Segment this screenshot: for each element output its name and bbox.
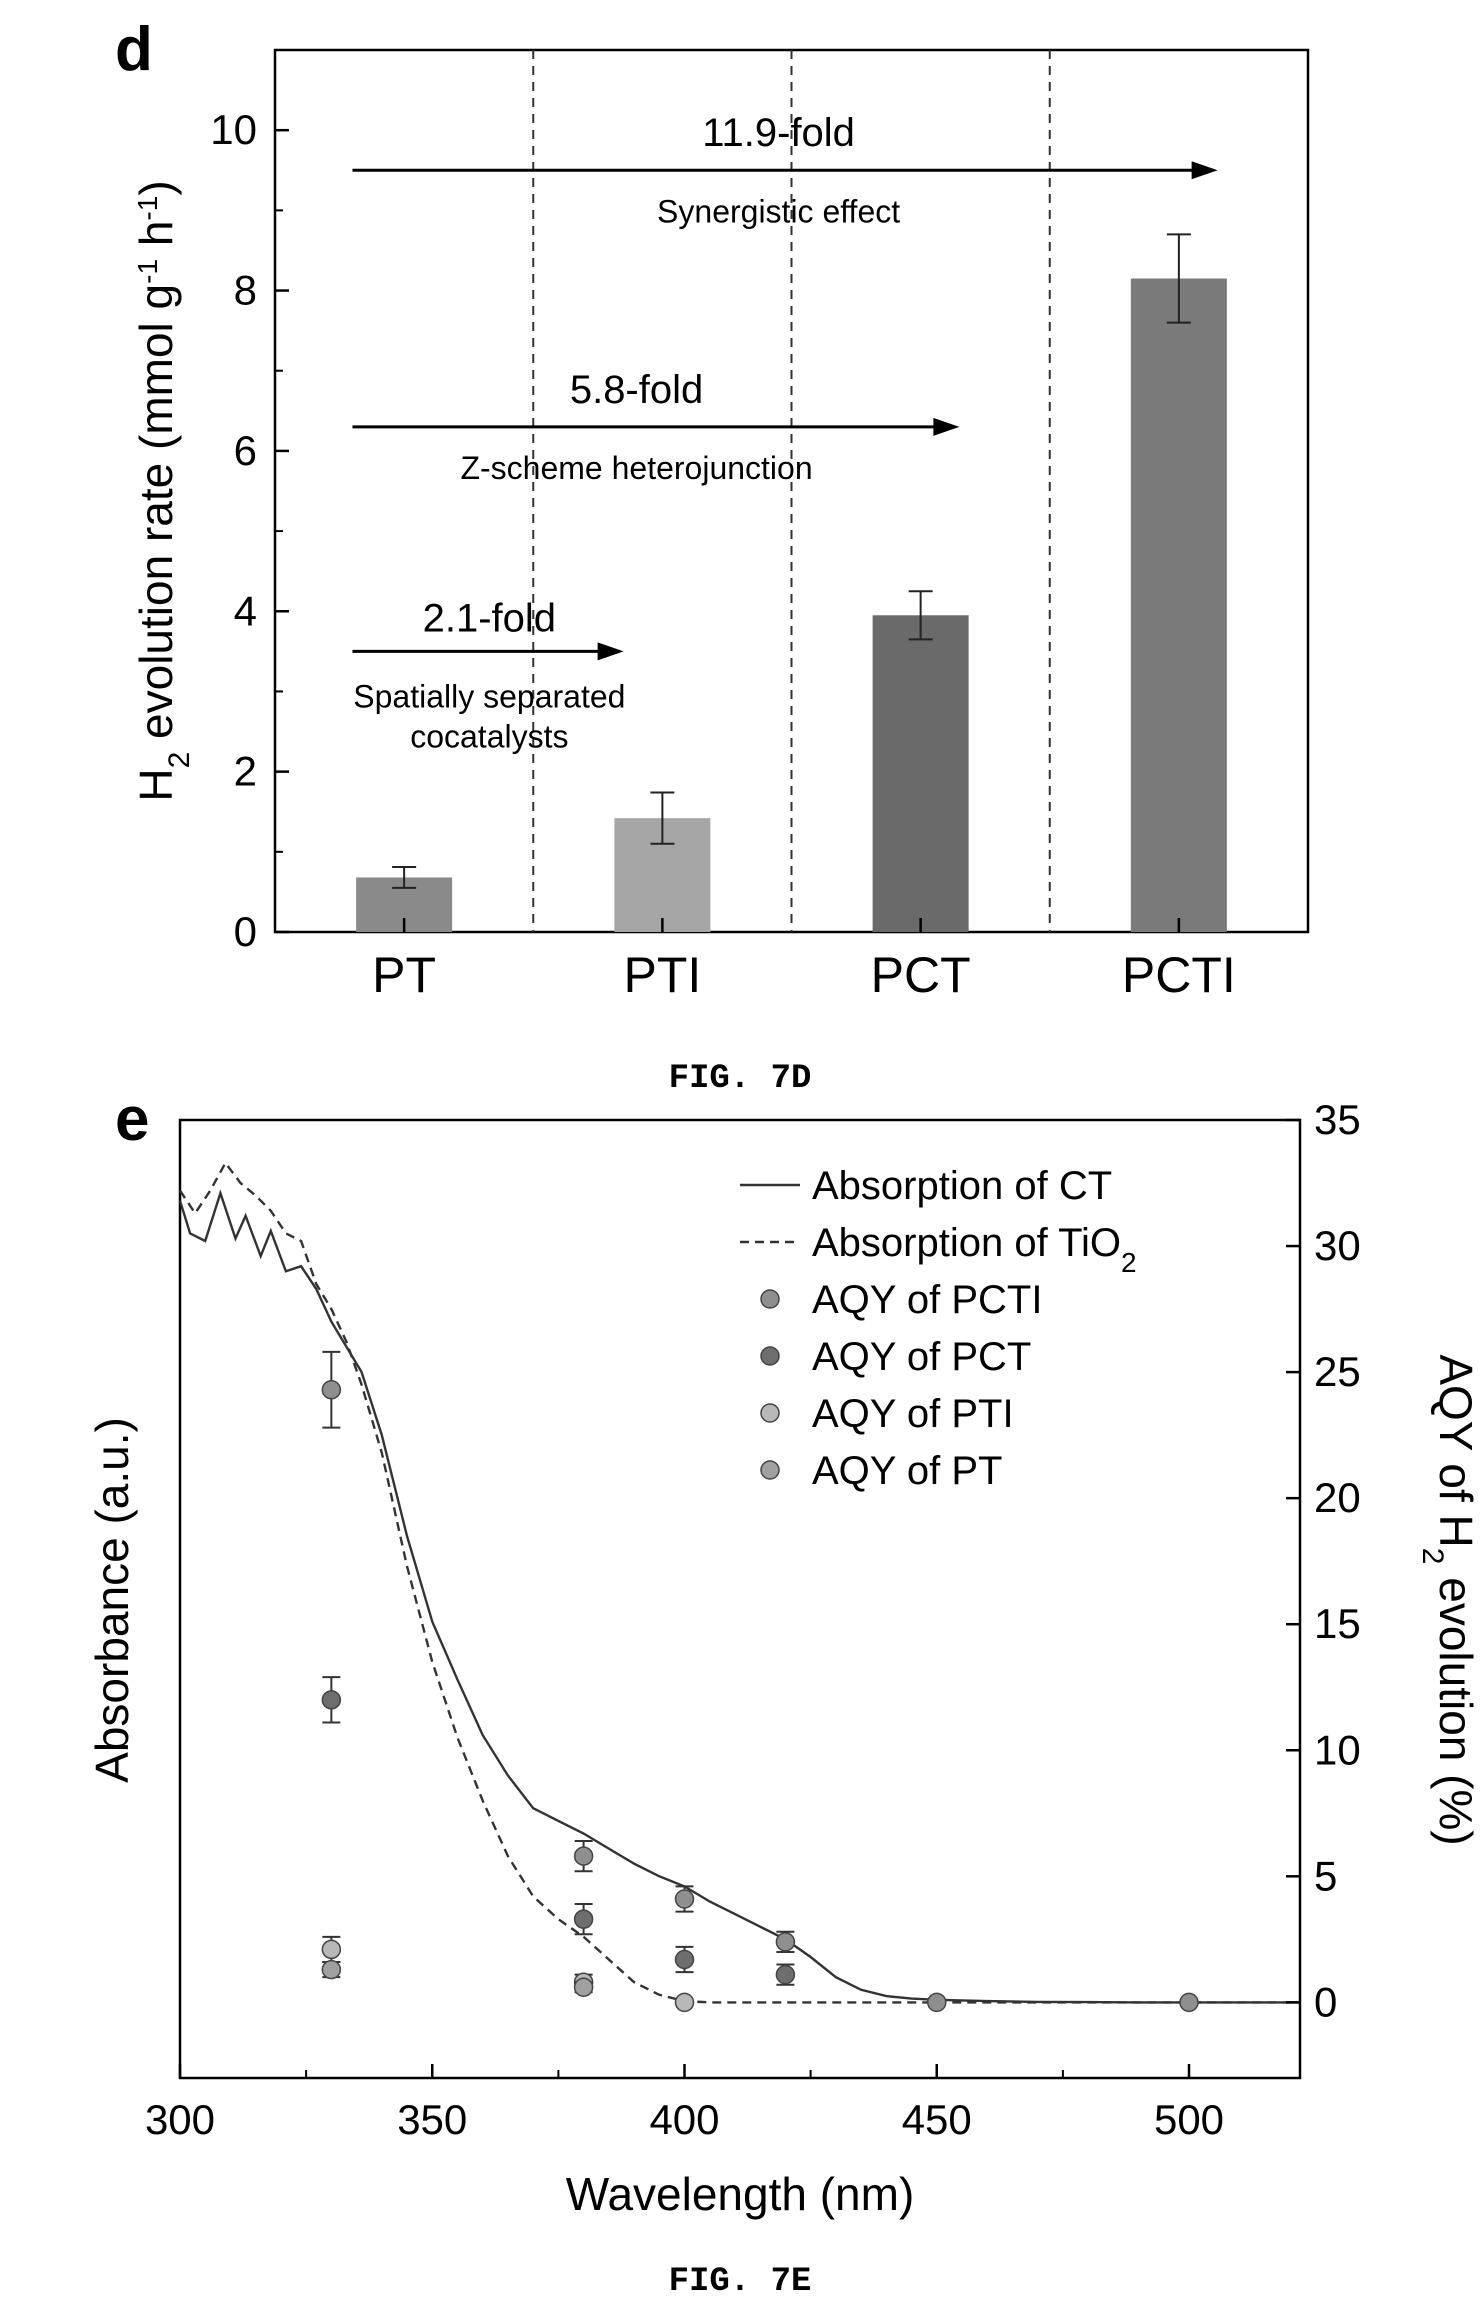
legend-marker-3 [760,1346,780,1366]
y-tick-label-d: 10 [210,106,257,153]
y-tick-label-e: 35 [1314,1096,1361,1143]
error-bar-pti [650,791,675,845]
legend-entry-3: AQY of PCT [760,1335,1031,1379]
aqy-point-series-2 [573,1840,594,1873]
aqy-point-series-3 [674,1945,695,1974]
y-tick-label-e: 30 [1314,1222,1361,1269]
y-tick-label-d: 0 [234,908,257,955]
y-tick-label-d: 4 [234,587,257,634]
y-tick-label-e: 25 [1314,1348,1361,1395]
absorption-tio2-line [179,1160,1300,2004]
y-tick-label-e: 15 [1314,1600,1361,1647]
x-tick-label-e: 300 [145,2096,215,2143]
x-tick-label-e: 400 [649,2096,719,2143]
y-tick-label-d: 8 [234,267,257,314]
legend-marker-4 [760,1403,780,1423]
annotation-arrow-head [597,642,624,661]
legend-label-1: Absorption of TiO2 [812,1221,1137,1278]
plot-frame-e [178,1118,1302,2080]
legend-label-5: AQY of PT [812,1449,1002,1493]
annotation-fold: 11.9-fold [702,111,855,155]
bar-pct [872,615,969,932]
legend-entry-5: AQY of PT [760,1449,1002,1493]
aqy-point-series-4 [321,1935,342,1964]
legend-entry-4: AQY of PTI [760,1392,1014,1436]
aqy-point-series-4 [674,1992,695,2013]
aqy-point-series-3 [775,1963,796,1986]
panel-label-e: e [115,1085,149,1154]
x-tick-label-e: 450 [902,2096,972,2143]
aqy-point-series-3 [573,1903,594,1936]
legend-entry-1: Absorption of TiO2 [740,1221,1137,1278]
annotation-1: 2.1-fold Spatially separated cocatalysts [352,596,625,754]
legend-entry-0: Absorption of CT [740,1164,1112,1208]
aqy-point-series-2 [321,1350,342,1429]
bar-pcti [1130,278,1227,932]
annotation-2: 5.8-fold Z-scheme heterojunction [352,368,960,486]
x-tick-label-e: 500 [1154,2096,1224,2143]
aqy-point-series-2 [927,1992,947,2013]
aqy-point-series-2 [775,1930,796,1953]
absorption-ct-line [178,1189,1300,2004]
legend-marker-2 [760,1289,780,1309]
y-axis-title-left-e: Absorbance (a.u.) [86,1417,138,1783]
category-label-pti: PTI [623,947,701,1003]
annotation-label: Z-scheme heterojunction [460,450,812,486]
error-bar-pt [392,866,417,889]
y-tick-label-e: 5 [1314,1852,1337,1899]
panel-label-d: d [115,15,153,84]
aqy-point-series-5 [321,1959,342,1980]
annotation-label: Spatially separated [353,678,625,714]
legend-label-4: AQY of PTI [812,1392,1014,1436]
y-tick-label-e: 0 [1314,1978,1337,2025]
legend-marker-5 [760,1460,780,1480]
x-tick-label-e: 350 [397,2096,467,2143]
y-tick-label-d: 2 [234,748,257,795]
y-tick-label-e: 10 [1314,1726,1361,1773]
chart-d: d 0 2 4 6 8 10 PT PTI PCT PCTI 2.1-fold Spatially… [115,15,1310,1098]
y-axis-title-right-e: AQY of H2 evolution (%) [1417,1354,1481,1845]
category-label-pct: PCT [871,947,971,1003]
y-axis-title-d: H2 evolution rate (mmol g-1 h-1) [130,180,196,801]
annotation-label: Synergistic effect [657,193,900,229]
legend-label-3: AQY of PCT [812,1335,1031,1379]
error-bar-pcti [1166,233,1191,324]
aqy-point-series-3 [321,1676,342,1724]
error-bar-pct [908,590,933,641]
annotation-fold: 5.8-fold [570,368,703,412]
y-tick-label-e: 20 [1314,1474,1361,1521]
legend-label-2: AQY of PCTI [812,1278,1042,1322]
category-label-pt: PT [372,947,436,1003]
aqy-point-series-2 [674,1885,695,1913]
legend-entry-2: AQY of PCTI [760,1278,1042,1322]
annotation-label: cocatalysts [410,718,568,754]
annotation-arrow-head [933,417,960,436]
annotation-fold: 2.1-fold [423,596,556,640]
category-label-pcti: PCTI [1122,947,1236,1003]
aqy-point-series-5 [573,1977,594,1997]
x-axis-title-e: Wavelength (nm) [566,2168,915,2220]
caption-d: FIG. 7D [669,1060,812,1098]
annotation-arrow-head [1191,161,1218,180]
aqy-point-series-2 [1179,1992,1199,2013]
legend-label-0: Absorption of CT [812,1164,1112,1208]
annotation-3: 11.9-fold Synergistic effect [352,111,1218,229]
caption-e: FIG. 7E [669,2263,812,2301]
chart-e: e 300 350 400 450 500 0 5 10 15 20 25 30 35 Absorpt… [86,1085,1481,2301]
y-tick-label-d: 6 [234,427,257,474]
